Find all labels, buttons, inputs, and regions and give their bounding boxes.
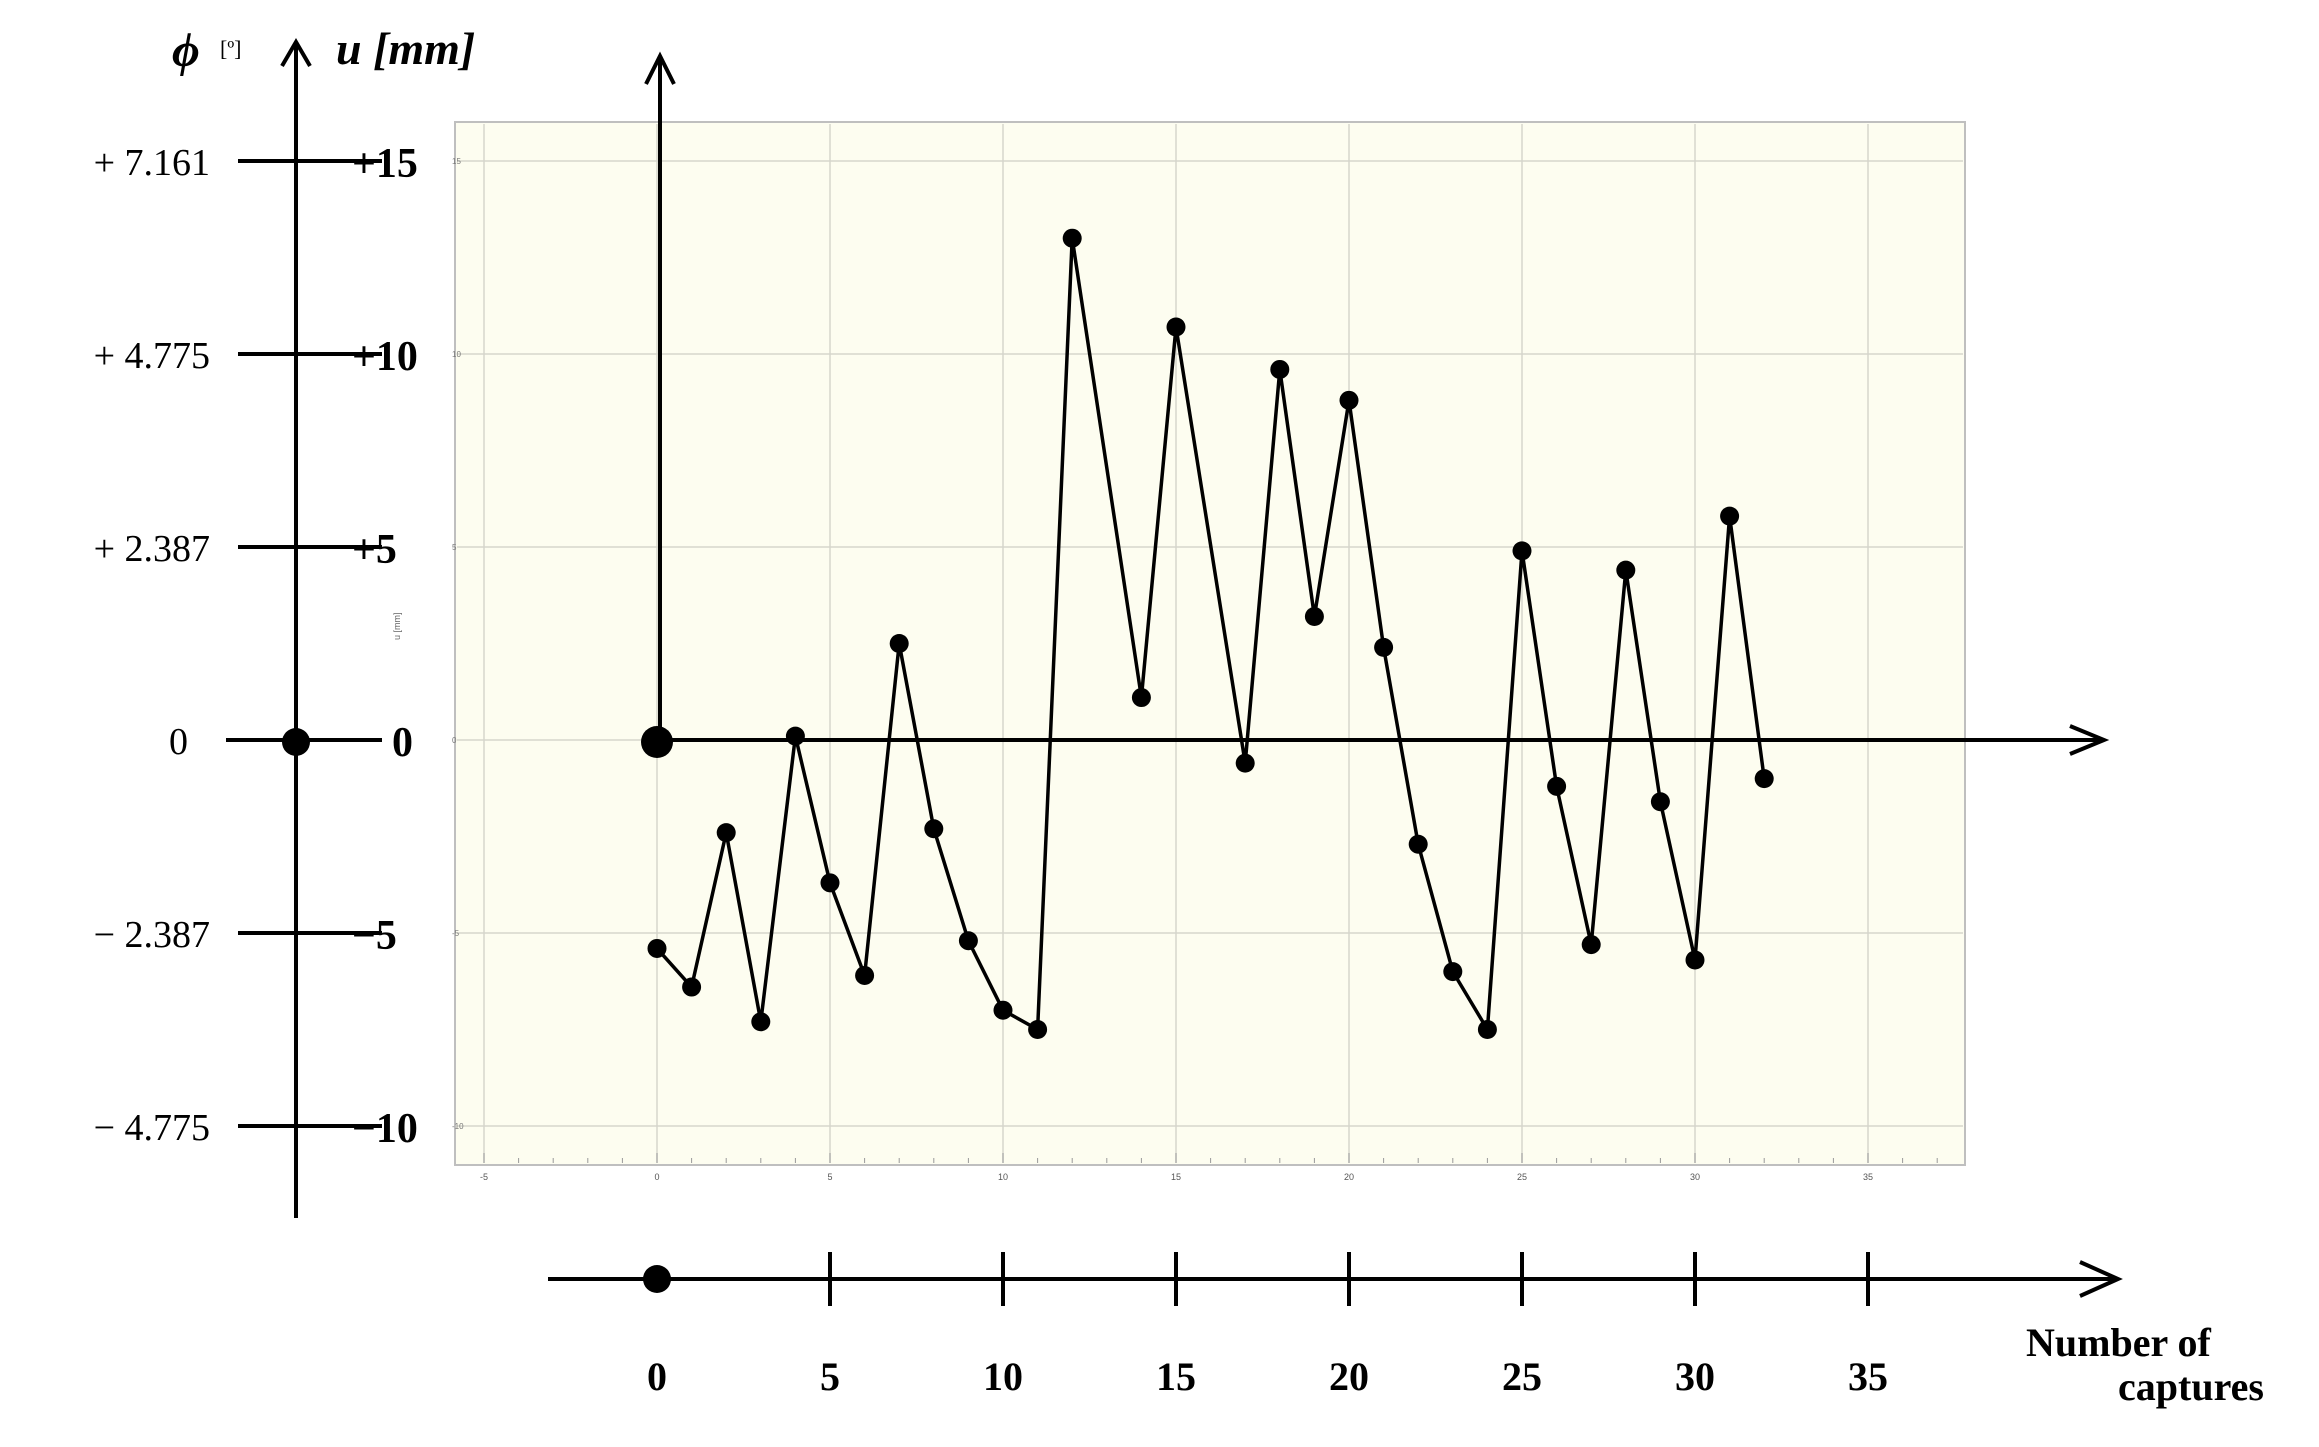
data-point <box>1270 359 1290 379</box>
inner-y-tick-label: 0 <box>452 736 457 745</box>
data-point <box>820 873 840 893</box>
phi-tick-label: + 4.775 <box>94 335 210 377</box>
data-point <box>1650 792 1670 812</box>
inner-x-tick-label: 5 <box>827 1172 832 1182</box>
data-point <box>1304 606 1324 626</box>
data-point <box>889 634 909 653</box>
inner-plot-area <box>454 121 1966 1166</box>
bottom-axis-tick-label: 30 <box>1675 1354 1715 1399</box>
data-point <box>1408 834 1428 854</box>
u-tick-label: −5 <box>352 913 397 959</box>
phi-tick-label: − 2.387 <box>94 914 210 956</box>
data-point <box>924 819 944 839</box>
bottom-axis-tick-label: 15 <box>1156 1354 1196 1399</box>
data-point <box>1028 1020 1048 1039</box>
series-group <box>647 228 1774 1039</box>
inner-x-tick-label: 30 <box>1690 1172 1700 1182</box>
data-point <box>1166 317 1186 337</box>
origin-marker <box>641 726 673 758</box>
inner-y-tick-label: -5 <box>452 929 460 938</box>
x-axis-label-line2: captures <box>2118 1364 2264 1409</box>
phi-tick-label: + 7.161 <box>94 142 210 184</box>
inner-x-tick-label: 25 <box>1517 1172 1527 1182</box>
bottom-axis-tick-label: 10 <box>983 1354 1023 1399</box>
left-axis-arrow <box>280 38 312 68</box>
inner-y-tick-label: 15 <box>452 157 461 166</box>
main-axes <box>644 51 2110 756</box>
inner-y-tick-label: 10 <box>452 350 461 359</box>
data-point <box>1685 950 1705 970</box>
data-point <box>855 965 875 985</box>
phi-unit: [º] <box>220 36 241 61</box>
data-point <box>647 938 667 958</box>
data-point <box>1720 506 1740 526</box>
bottom-axis-tick-label: 35 <box>1848 1354 1888 1399</box>
inner-x-tick-label: 15 <box>1171 1172 1181 1182</box>
x-zero-arrow <box>2069 724 2110 756</box>
phi-tick-label: 0 <box>169 721 188 763</box>
inner-x-tick-label: 20 <box>1344 1172 1354 1182</box>
data-point <box>751 1012 771 1032</box>
data-point <box>716 823 736 843</box>
phi-tick-label: − 4.775 <box>94 1107 210 1149</box>
data-point <box>993 1000 1013 1020</box>
data-point <box>1512 541 1532 561</box>
u-axis-label: u [mm] <box>336 23 475 74</box>
bottom-axis-tick-label: 20 <box>1329 1354 1369 1399</box>
inner-y-axis-label: u [mm] <box>392 612 402 640</box>
data-point <box>1547 776 1567 796</box>
phi-symbol: ϕ <box>172 24 200 77</box>
data-point <box>958 931 978 951</box>
data-point <box>1477 1020 1497 1039</box>
inner-y-tick-label: 5 <box>452 543 457 552</box>
u-tick-label: −10 <box>352 1106 418 1152</box>
inner-x-tick-label: 35 <box>1863 1172 1873 1182</box>
data-point <box>1581 935 1601 955</box>
bottom-axis-tick-label: 25 <box>1502 1354 1542 1399</box>
data-point <box>1235 753 1255 773</box>
x-axis-label-line1: Number of <box>2026 1320 2211 1365</box>
left-scale: ϕ [º] u [mm] +15 + 7.161 +10 + 4.775 +5 + 2.3… <box>94 23 475 1218</box>
left-ticks: +15 + 7.161 +10 + 4.775 +5 + 2.387 0 0 −5 − 2.387… <box>94 141 418 1152</box>
data-point <box>1443 962 1463 982</box>
data-point <box>1374 637 1394 657</box>
y-axis-arrow <box>644 51 676 85</box>
inner-ticks: -5 0 5 10 15 20 25 30 35 15 10 5 0 -5 -10 <box>452 157 1938 1182</box>
phi-tick-label: + 2.387 <box>94 528 210 570</box>
u-tick-label: +5 <box>352 527 397 573</box>
inner-y-tick-label: -10 <box>452 1122 464 1131</box>
data-point <box>785 726 805 746</box>
inner-x-tick-label: 10 <box>998 1172 1008 1182</box>
data-point <box>682 977 702 997</box>
bottom-axis-arrow <box>2079 1260 2123 1298</box>
bottom-ticks: 0 5 10 15 20 25 30 35 <box>647 1252 1888 1399</box>
data-point <box>1754 769 1774 789</box>
data-point <box>1131 688 1151 708</box>
inner-x-tick-label: -5 <box>480 1172 488 1182</box>
inner-x-tick-label: 0 <box>654 1172 659 1182</box>
u-tick-label: 0 <box>392 720 413 766</box>
left-origin-dot <box>282 728 310 756</box>
data-point <box>1062 228 1082 248</box>
bottom-axis-tick-label: 0 <box>647 1354 667 1399</box>
data-point <box>1339 390 1359 410</box>
bottom-axis: 0 5 10 15 20 25 30 35 Number of captures <box>548 1252 2264 1409</box>
data-point <box>1616 560 1636 580</box>
bottom-axis-tick-label: 5 <box>820 1354 840 1399</box>
bottom-origin-dot <box>643 1265 671 1293</box>
u-tick-label: +10 <box>352 334 418 380</box>
u-tick-label: +15 <box>352 141 418 187</box>
